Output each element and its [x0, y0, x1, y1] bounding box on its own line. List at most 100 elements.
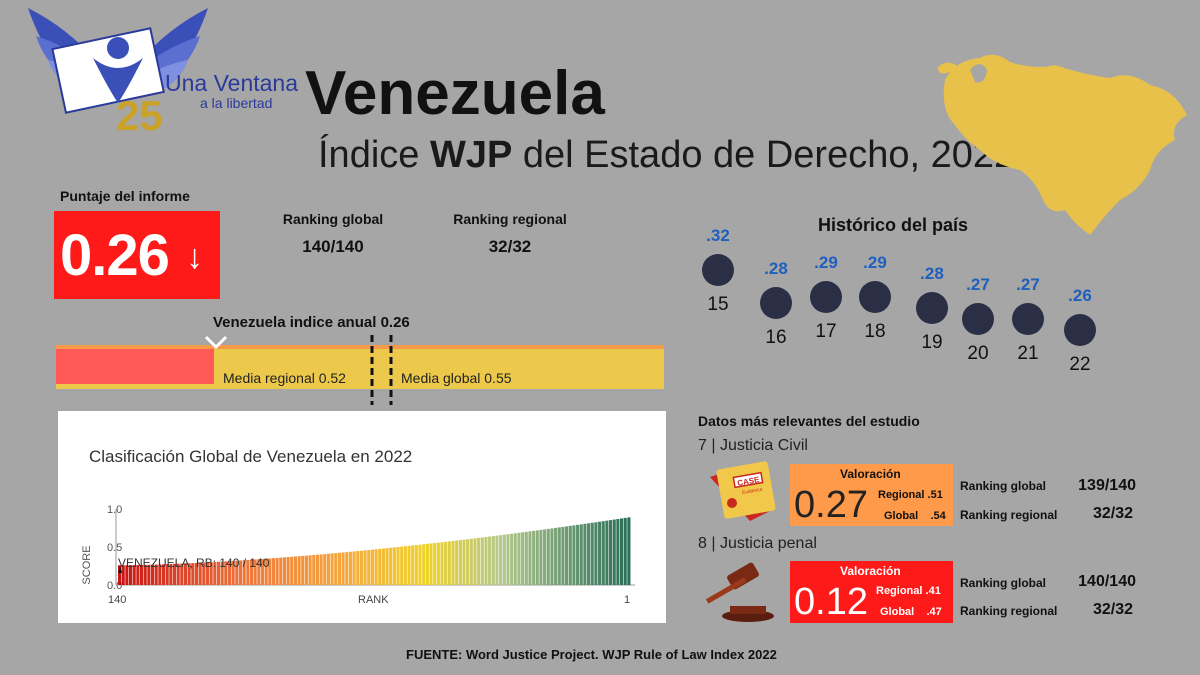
chart-bar: [128, 565, 133, 585]
svg-text:25: 25: [116, 92, 163, 136]
chart-bar: [282, 557, 286, 585]
page-subtitle: Índice WJP del Estado de Derecho, 2022: [318, 134, 1015, 177]
chart-bar: [561, 526, 565, 585]
chart-bar: [341, 552, 345, 585]
chart-bar: [583, 523, 587, 585]
score-label: Puntaje del informe: [60, 188, 190, 204]
global-civil: Global .54: [884, 510, 946, 522]
chart-bar: [565, 526, 569, 585]
y-tick-1: 1.0: [107, 504, 122, 516]
chart-bar: [543, 529, 547, 585]
chart-bar: [458, 540, 462, 585]
chart-card: [58, 411, 666, 623]
historico-dot: [859, 281, 891, 313]
chart-bar: [550, 528, 554, 585]
media-global-label: Media global 0.55: [401, 370, 512, 386]
chart-bar: [279, 557, 283, 585]
valoracion-score-penal: 0.12: [794, 581, 868, 623]
historico-year: 22: [1069, 354, 1091, 375]
chart-bar: [257, 559, 261, 585]
chart-bar: [209, 562, 213, 585]
chart-bar: [323, 554, 327, 585]
chart-bar: [235, 560, 239, 585]
chart-bar: [620, 518, 624, 585]
case-folder-icon: CASE Evidence: [710, 461, 776, 521]
chart-bar: [429, 543, 433, 585]
rank-global-value-civil: 139/140: [1078, 477, 1136, 494]
chart-bar: [297, 556, 301, 585]
chart-bar: [356, 551, 360, 585]
x-axis-label: RANK: [358, 594, 389, 606]
section-title-civil: 7 | Justicia Civil: [698, 437, 808, 454]
rank-global-value-penal: 140/140: [1078, 573, 1136, 590]
chart-bar: [370, 549, 374, 585]
global-value-civil: .54: [930, 510, 946, 522]
ranking-regional-value: 32/32: [488, 237, 532, 256]
historico-year: 15: [707, 294, 729, 315]
chart-bar: [304, 555, 308, 585]
rank-regional-label-penal: Ranking regional: [960, 604, 1058, 618]
historico-title: Histórico del país: [818, 215, 969, 235]
global-value-penal: .47: [926, 606, 942, 618]
chart-bar: [436, 542, 440, 585]
historico-value: .29: [814, 253, 838, 272]
index-bar-label: Venezuela indice anual 0.26: [213, 314, 410, 331]
chart-bar: [598, 521, 602, 585]
chart-bar: [359, 550, 363, 585]
valoracion-label-civil: Valoración: [840, 467, 901, 481]
chart-bar: [172, 563, 177, 585]
historico-dot: [760, 287, 792, 319]
chart-bar: [440, 542, 444, 585]
index-bar-fill: [56, 349, 214, 384]
rank-regional-value-penal: 32/32: [1092, 601, 1133, 618]
chart-bar: [385, 548, 389, 585]
chart-bar: [253, 559, 257, 585]
chart-bar: [147, 564, 151, 585]
chart-bar: [510, 533, 514, 585]
chart-bar: [330, 553, 334, 585]
chart-bar: [502, 534, 506, 585]
chart-bar: [286, 557, 290, 585]
y-tick-2: 0.5: [107, 542, 122, 554]
historico-value: .26: [1068, 286, 1092, 305]
regional-civil: Regional .51: [878, 489, 943, 501]
chart-bar: [180, 563, 184, 585]
regional-label-penal: Regional: [876, 585, 923, 597]
datos-title: Datos más relevantes del estudio: [698, 413, 920, 429]
chart-bar: [187, 563, 191, 585]
chart-bar: [455, 540, 459, 585]
chart-bar: [345, 552, 349, 585]
chart-bar: [422, 544, 426, 585]
chart-bar: [308, 555, 312, 585]
chart-bar: [444, 541, 448, 585]
chart-bar: [513, 533, 517, 585]
chart-bar: [161, 564, 166, 585]
x-tick-left: 140: [108, 594, 126, 606]
chart-bar: [627, 517, 631, 585]
chart-bar: [524, 531, 528, 585]
chart-bar: [374, 549, 378, 585]
chart-bar: [246, 559, 250, 585]
chart-bar: [334, 553, 338, 585]
historico-value: .28: [764, 259, 788, 278]
chart-bar: [473, 538, 477, 585]
y-axis-label: SCORE: [81, 545, 93, 584]
chart-bar: [118, 565, 122, 585]
valoracion-box-penal: [790, 561, 953, 623]
chart-bar: [576, 524, 580, 585]
folder-label: CASE: [737, 475, 761, 488]
ranking-global-value: 140/140: [302, 237, 364, 256]
historico-value: .27: [966, 275, 990, 294]
chart-bar: [249, 559, 254, 585]
chart-bar: [271, 558, 276, 585]
chart-bar: [169, 564, 173, 585]
chart-bar: [499, 535, 503, 585]
section-title-penal: 8 | Justicia penal: [698, 535, 817, 552]
historico-value: .32: [706, 226, 730, 245]
historico-value: .28: [920, 264, 944, 283]
rank-regional-label-civil: Ranking regional: [960, 508, 1058, 522]
chart-bar: [400, 546, 404, 585]
chart-bar: [462, 539, 466, 585]
chart-bar: [403, 546, 407, 585]
chevron-down-icon: [204, 335, 228, 350]
